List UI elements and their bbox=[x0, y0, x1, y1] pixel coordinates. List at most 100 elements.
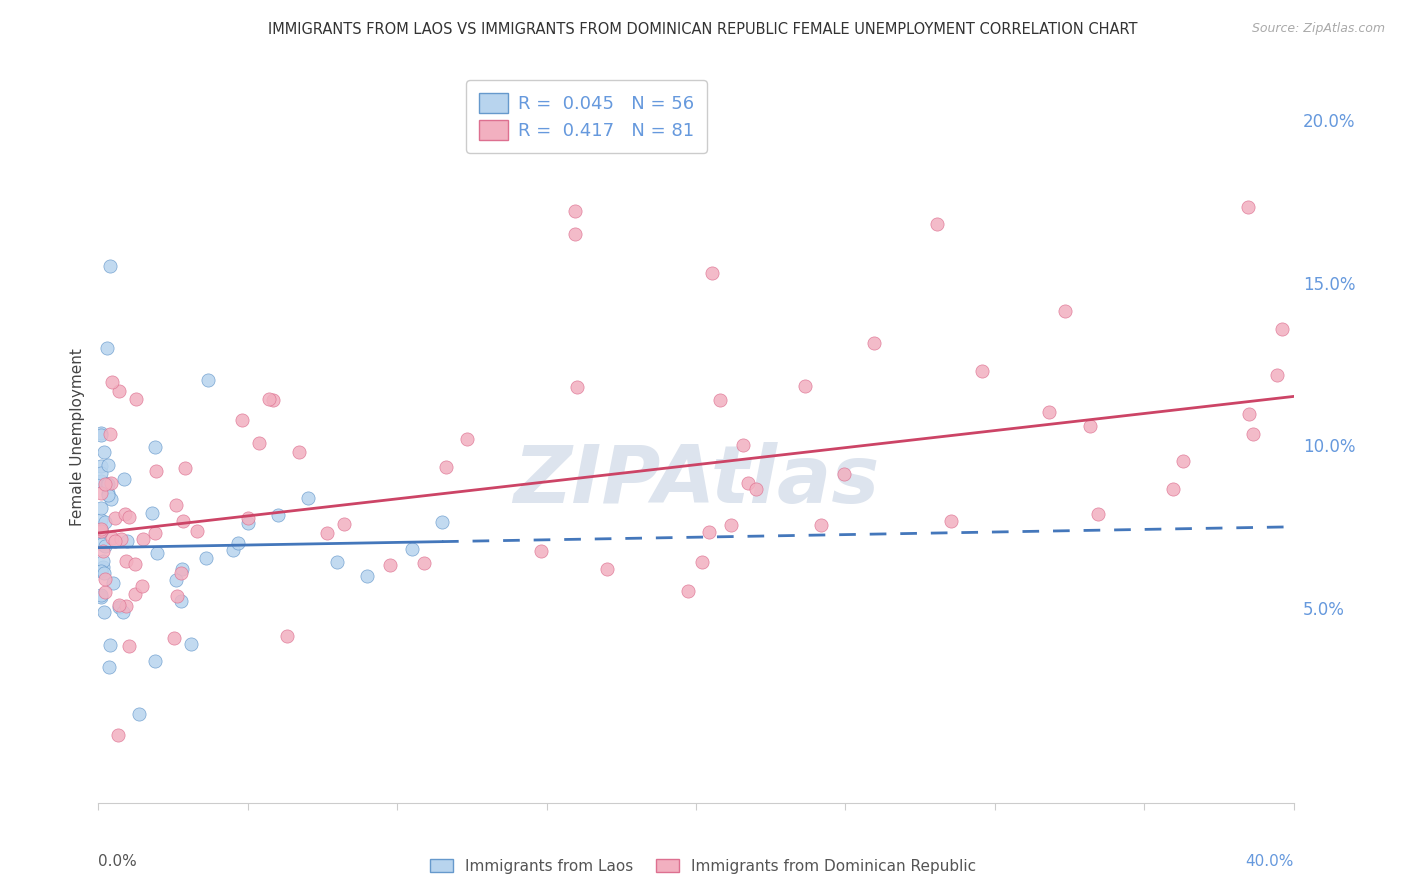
Point bbox=[107, 384, 129, 398]
Point bbox=[118, 639, 141, 653]
Point bbox=[1237, 407, 1260, 421]
Point bbox=[564, 227, 586, 241]
Text: 40.0%: 40.0% bbox=[1246, 854, 1294, 869]
Text: Source: ZipAtlas.com: Source: ZipAtlas.com bbox=[1251, 22, 1385, 36]
Point bbox=[93, 566, 115, 580]
Point bbox=[163, 631, 186, 645]
Point bbox=[96, 341, 118, 355]
Point bbox=[103, 575, 125, 590]
Legend: R =  0.045   N = 56, R =  0.417   N = 81: R = 0.045 N = 56, R = 0.417 N = 81 bbox=[465, 80, 707, 153]
Point bbox=[145, 654, 167, 668]
Point bbox=[90, 522, 112, 536]
Point bbox=[100, 476, 122, 491]
Point bbox=[98, 427, 121, 442]
Point bbox=[125, 392, 148, 406]
Point bbox=[90, 500, 112, 515]
Point bbox=[247, 435, 270, 450]
Point bbox=[94, 476, 117, 491]
Point bbox=[170, 566, 193, 581]
Point bbox=[90, 486, 112, 500]
Point bbox=[100, 492, 122, 507]
Text: ZIPAtlas: ZIPAtlas bbox=[513, 442, 879, 520]
Point bbox=[231, 413, 253, 427]
Point bbox=[143, 440, 166, 454]
Point bbox=[117, 533, 139, 548]
Point bbox=[709, 392, 731, 407]
Point bbox=[97, 486, 120, 500]
Point bbox=[94, 515, 117, 529]
Point bbox=[733, 438, 755, 452]
Point bbox=[173, 461, 195, 475]
Point bbox=[165, 498, 187, 512]
Point bbox=[720, 518, 742, 533]
Point bbox=[401, 542, 423, 557]
Point bbox=[257, 392, 280, 406]
Point bbox=[333, 516, 356, 531]
Point bbox=[118, 510, 141, 524]
Point bbox=[1078, 419, 1101, 434]
Point bbox=[297, 491, 319, 506]
Point bbox=[434, 459, 457, 474]
Legend: Immigrants from Laos, Immigrants from Dominican Republic: Immigrants from Laos, Immigrants from Do… bbox=[423, 853, 983, 880]
Point bbox=[94, 585, 117, 599]
Point bbox=[91, 554, 114, 568]
Point bbox=[262, 392, 284, 407]
Point bbox=[143, 526, 166, 541]
Point bbox=[145, 465, 167, 479]
Point bbox=[93, 605, 115, 619]
Point bbox=[326, 555, 349, 569]
Point bbox=[1171, 454, 1194, 468]
Point bbox=[702, 266, 724, 280]
Point bbox=[124, 587, 146, 601]
Point bbox=[91, 560, 114, 574]
Point bbox=[114, 554, 136, 568]
Point bbox=[1038, 405, 1060, 419]
Point bbox=[1237, 200, 1260, 214]
Point bbox=[1054, 304, 1077, 318]
Point bbox=[172, 514, 194, 528]
Point bbox=[93, 445, 115, 459]
Text: 0.0%: 0.0% bbox=[98, 854, 138, 869]
Point bbox=[195, 551, 218, 566]
Point bbox=[356, 569, 378, 583]
Point bbox=[90, 428, 112, 442]
Point bbox=[90, 590, 112, 604]
Point bbox=[90, 537, 112, 551]
Point bbox=[238, 511, 260, 525]
Point bbox=[104, 510, 127, 524]
Point bbox=[90, 475, 112, 489]
Point bbox=[98, 659, 121, 673]
Point bbox=[810, 517, 832, 532]
Point bbox=[100, 638, 122, 652]
Point bbox=[927, 217, 949, 231]
Point bbox=[456, 432, 478, 446]
Point bbox=[90, 466, 112, 480]
Point bbox=[172, 562, 194, 576]
Point bbox=[90, 459, 112, 474]
Point bbox=[98, 260, 121, 274]
Point bbox=[690, 555, 713, 569]
Point bbox=[941, 514, 963, 528]
Point bbox=[180, 637, 202, 651]
Point bbox=[108, 599, 131, 614]
Point bbox=[90, 522, 112, 536]
Point bbox=[862, 336, 884, 351]
Point bbox=[288, 444, 311, 458]
Point bbox=[316, 526, 339, 541]
Text: IMMIGRANTS FROM LAOS VS IMMIGRANTS FROM DOMINICAN REPUBLIC FEMALE UNEMPLOYMENT C: IMMIGRANTS FROM LAOS VS IMMIGRANTS FROM … bbox=[269, 22, 1137, 37]
Point bbox=[1271, 321, 1294, 335]
Point bbox=[186, 524, 208, 538]
Y-axis label: Female Unemployment: Female Unemployment bbox=[69, 348, 84, 526]
Point bbox=[114, 508, 136, 522]
Point bbox=[165, 573, 187, 587]
Point bbox=[101, 375, 124, 389]
Point bbox=[97, 488, 120, 502]
Point bbox=[412, 556, 434, 570]
Point bbox=[276, 629, 298, 643]
Point bbox=[90, 524, 112, 538]
Point bbox=[564, 204, 586, 219]
Point bbox=[111, 605, 134, 619]
Point bbox=[124, 557, 146, 571]
Point bbox=[101, 531, 124, 545]
Point bbox=[1161, 482, 1184, 496]
